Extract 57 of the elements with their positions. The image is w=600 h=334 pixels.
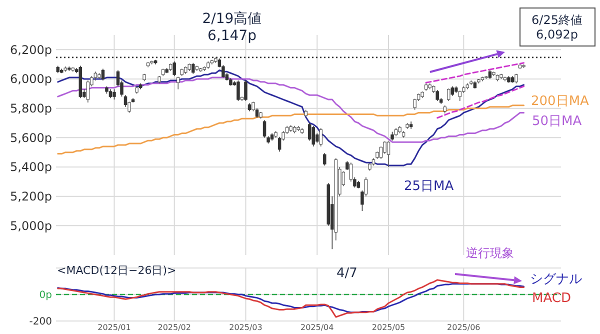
candlestick (360, 190, 364, 212)
candlestick (86, 80, 90, 103)
candlestick (514, 73, 518, 84)
y-tick-label: 5,400p (10, 160, 52, 174)
chart-title: <MACD(12日−26日)> (57, 264, 176, 277)
candlestick (112, 88, 116, 100)
line-series (57, 104, 525, 155)
y-tick-label: 5,200p (10, 190, 52, 204)
series-label: MACD (532, 291, 571, 306)
candlestick (128, 101, 131, 114)
candlestick (101, 68, 105, 81)
candlestick (312, 126, 315, 147)
candlestick (255, 108, 259, 118)
series-label: 25日MA (404, 179, 454, 194)
annotation: 2/19高値 6,147p (202, 11, 262, 44)
candlestick (364, 176, 368, 197)
candlestick (236, 80, 240, 102)
x-tick-label: 2025/02 (158, 323, 191, 332)
line-series (57, 69, 525, 166)
x-tick-label: 2025/01 (98, 323, 131, 332)
candlestick (349, 162, 353, 182)
candlestick (176, 76, 180, 90)
annotation: 逆行現象 (466, 246, 514, 260)
candlestick (172, 61, 176, 76)
candlestick (447, 88, 450, 102)
series-label: 200日MA (531, 94, 590, 109)
candlestick (278, 136, 282, 152)
candlestick (386, 140, 390, 168)
candlestick (124, 94, 128, 108)
y-tick-label: 5,800p (10, 102, 52, 116)
candlestick (450, 86, 454, 96)
x-tick-label: 2025/03 (229, 323, 262, 332)
line-series (57, 76, 525, 143)
x-tick-label: 2025/05 (372, 323, 406, 332)
x-tick-label: 2025/04 (300, 323, 334, 332)
line-series (425, 62, 525, 84)
series-label: 50日MA (532, 114, 582, 129)
x-tick-label: 2025/06 (447, 323, 480, 332)
candlestick (252, 101, 255, 112)
candlestick (192, 62, 195, 74)
candlestick (436, 90, 439, 102)
y-tick-label: 6,000p (10, 72, 52, 86)
annotation: 4/7 (336, 266, 358, 281)
candlestick (323, 152, 326, 166)
y-tick-label: 6,200p (10, 42, 52, 57)
candlestick (244, 80, 248, 102)
y-tick-label: 5,600p (10, 130, 52, 145)
candlestick (319, 128, 322, 147)
y-tick-label: -200 (29, 316, 52, 328)
y-tick-label: 0p (39, 290, 52, 301)
candlestick (262, 120, 266, 138)
text: 6/25終値 6,092p (532, 13, 582, 42)
line-series (436, 86, 525, 119)
y-tick-label: 5,000p (10, 218, 52, 233)
series-label: シグナル (530, 272, 582, 287)
candlestick (458, 90, 462, 102)
candlestick (353, 176, 356, 188)
